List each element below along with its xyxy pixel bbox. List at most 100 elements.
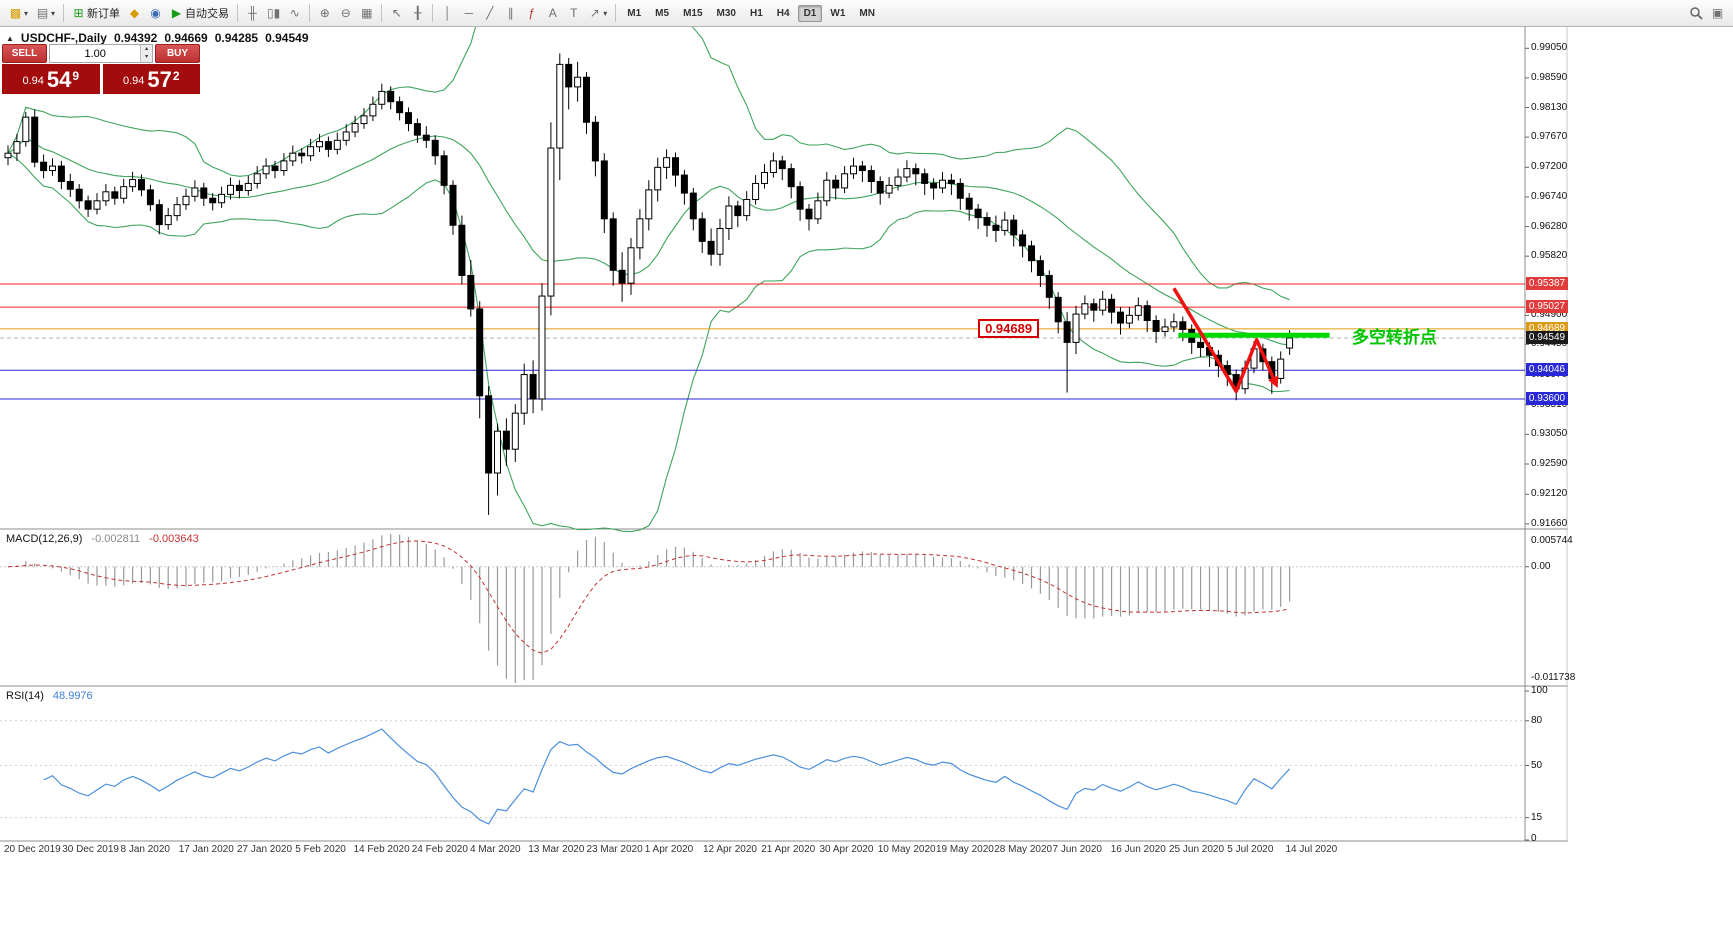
timeframe-button-m15[interactable]: M15: [683, 7, 703, 19]
date-label: 7 Jun 2020: [1052, 844, 1103, 855]
buy-price-box[interactable]: 0.94 57 2: [102, 64, 200, 94]
crosshair-button[interactable]: ╂: [407, 5, 428, 21]
price-tick-label: 0.91660: [1531, 517, 1568, 529]
cursor-button[interactable]: ↖: [386, 5, 407, 21]
crosshair-icon: ╂: [414, 6, 422, 20]
timeframe-button-d1[interactable]: D1: [797, 4, 823, 22]
volume-input[interactable]: [50, 45, 141, 62]
sell-button[interactable]: SELL: [2, 44, 47, 63]
date-label: 5 Feb 2020: [295, 844, 346, 855]
rsi-name: RSI(14): [6, 690, 44, 702]
fibonacci-button[interactable]: ƒ: [521, 5, 542, 21]
cursor-icon: ↖: [391, 6, 402, 20]
candlestick-chart-button[interactable]: ▯▮: [263, 5, 284, 21]
arrows-icon: ↗: [589, 6, 600, 20]
price-tick-label: 0.98130: [1531, 101, 1568, 113]
price-tick-label: 0.96280: [1531, 220, 1568, 232]
symbols-button[interactable]: ◆: [124, 5, 145, 21]
date-label: 14 Feb 2020: [353, 844, 410, 855]
volume-spin-buttons[interactable]: ▴ ▾: [140, 45, 152, 62]
profiles-button[interactable]: ▤ ▾: [32, 5, 59, 21]
autotrading-icon: ▶: [171, 6, 182, 20]
toolbar-separator: [309, 4, 311, 22]
price-badge: 0.95027: [1526, 300, 1568, 314]
sell-price-prefix: 0.94: [22, 75, 44, 87]
grid-button[interactable]: ▦: [356, 5, 377, 21]
autotrading-label: 自动交易: [185, 8, 230, 20]
date-label: 19 May 2020: [936, 844, 994, 855]
timeframe-button-w1[interactable]: W1: [830, 7, 846, 19]
text-tool-button[interactable]: A: [542, 5, 563, 21]
macd-scale-max: 0.005744: [1531, 535, 1573, 546]
sell-price-box[interactable]: 0.94 54 9: [2, 64, 100, 94]
text-tool-icon: A: [548, 6, 557, 20]
experts-button[interactable]: ◉: [145, 5, 166, 21]
timeframe-button-m1[interactable]: M1: [627, 7, 642, 19]
macd-name: MACD(12,26,9): [6, 533, 83, 545]
text-label-tool-button[interactable]: T: [563, 5, 584, 21]
new-order-button[interactable]: ⊞ 新订单: [68, 3, 124, 23]
channel-button[interactable]: ∥: [500, 5, 521, 21]
price-tick-label: 0.97200: [1531, 161, 1568, 173]
new-chart-icon: ▩: [9, 6, 22, 20]
new-order-label: 新订单: [87, 8, 121, 20]
trendline-button[interactable]: ╱: [479, 5, 500, 21]
symbols-icon: ◆: [129, 6, 140, 20]
new-chart-button[interactable]: ▩ ▾: [5, 5, 32, 21]
chevron-down-icon[interactable]: ▾: [24, 8, 29, 18]
date-label: 25 Jun 2020: [1169, 844, 1225, 855]
volume-down-icon[interactable]: ▾: [145, 54, 149, 60]
date-label: 21 Apr 2020: [761, 844, 816, 855]
toolbar-separator: [615, 4, 617, 22]
bar-chart-button[interactable]: ╫: [242, 5, 263, 21]
chevron-down-icon[interactable]: ▾: [51, 8, 56, 18]
horizontal-line-button[interactable]: ─: [458, 5, 479, 21]
ohlc-open: 0.94392: [113, 31, 158, 45]
volume-stepper[interactable]: ▴ ▾: [49, 44, 153, 63]
arrows-tool-button[interactable]: ↗ ▾: [584, 5, 611, 21]
rsi-value: 48.9976: [52, 690, 93, 702]
autotrading-button[interactable]: ▶ 自动交易: [166, 3, 233, 23]
date-label: 4 Mar 2020: [470, 844, 521, 855]
vertical-line-button[interactable]: │: [437, 5, 458, 21]
line-chart-button[interactable]: ∿: [284, 5, 305, 21]
price-badge: 0.94046: [1526, 363, 1568, 377]
rsi-scale-label: 50: [1531, 759, 1543, 771]
volume-up-icon[interactable]: ▴: [145, 46, 149, 52]
search-button[interactable]: [1685, 4, 1707, 22]
toolbar-separator: [237, 4, 239, 22]
buy-button[interactable]: BUY: [155, 44, 200, 63]
zoom-out-button[interactable]: ⊖: [335, 5, 356, 21]
date-label: 10 May 2020: [877, 844, 936, 855]
rsi-scale-label: 0: [1531, 833, 1537, 844]
one-click-collapse-icon[interactable]: ▲: [6, 33, 14, 43]
chevron-down-icon[interactable]: ▾: [603, 8, 608, 18]
price-flag-label[interactable]: 0.94689: [978, 318, 1040, 338]
date-label: 20 Dec 2019: [4, 844, 61, 855]
macd-scale-zero: 0.00: [1531, 560, 1551, 572]
chart-canvas[interactable]: [0, 27, 1568, 842]
macd-main-value: -0.002811: [91, 533, 141, 545]
timeframe-button-mn[interactable]: MN: [859, 7, 875, 19]
sell-price-pipette: 9: [72, 69, 80, 83]
timeframe-button-m30[interactable]: M30: [716, 7, 736, 19]
horizontal-line-icon: ─: [464, 6, 473, 20]
buy-price-pipette: 2: [172, 69, 180, 83]
ohlc-close: 0.94549: [265, 31, 309, 45]
symbol-period-label: USDCHF-,Daily: [20, 31, 107, 45]
date-label: 23 Mar 2020: [586, 844, 643, 855]
turning-point-annotation[interactable]: 多空转折点: [1351, 328, 1437, 348]
zoom-in-button[interactable]: ⊕: [314, 5, 335, 21]
timeframe-button-h1[interactable]: H1: [749, 7, 763, 19]
date-label: 5 Jul 2020: [1227, 844, 1274, 855]
macd-scale-min: -0.011738: [1531, 672, 1576, 683]
price-badge: 0.93600: [1526, 392, 1568, 405]
date-label: 14 Jul 2020: [1285, 844, 1338, 855]
toolbar-separator: [432, 4, 434, 22]
timeframe-button-h4[interactable]: H4: [776, 7, 790, 19]
timeframe-button-m5[interactable]: M5: [655, 7, 670, 19]
date-label: 30 Dec 2019: [62, 844, 119, 855]
date-label: 30 Apr 2020: [819, 844, 874, 855]
docking-button[interactable]: ▣: [1707, 5, 1728, 21]
